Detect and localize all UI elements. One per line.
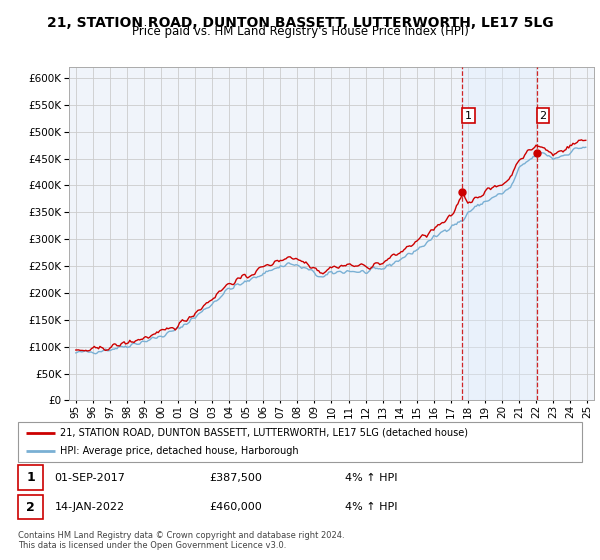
Text: 1: 1 [26,471,35,484]
Text: £460,000: £460,000 [210,502,263,512]
Text: Price paid vs. HM Land Registry's House Price Index (HPI): Price paid vs. HM Land Registry's House … [131,25,469,38]
Text: 14-JAN-2022: 14-JAN-2022 [55,502,125,512]
Bar [462,67,537,400]
Text: 01-SEP-2017: 01-SEP-2017 [55,473,125,483]
Text: 2: 2 [539,110,547,120]
Text: 4% ↑ HPI: 4% ↑ HPI [345,502,398,512]
Text: £387,500: £387,500 [210,473,263,483]
Text: 1: 1 [465,110,472,120]
Text: 4% ↑ HPI: 4% ↑ HPI [345,473,398,483]
Text: HPI: Average price, detached house, Harborough: HPI: Average price, detached house, Harb… [60,446,299,456]
Text: 21, STATION ROAD, DUNTON BASSETT, LUTTERWORTH, LE17 5LG (detached house): 21, STATION ROAD, DUNTON BASSETT, LUTTER… [60,428,469,437]
FancyBboxPatch shape [18,422,582,462]
Text: 21, STATION ROAD, DUNTON BASSETT, LUTTERWORTH, LE17 5LG: 21, STATION ROAD, DUNTON BASSETT, LUTTER… [47,16,553,30]
FancyBboxPatch shape [18,465,43,490]
Text: Contains HM Land Registry data © Crown copyright and database right 2024.
This d: Contains HM Land Registry data © Crown c… [18,531,344,550]
FancyBboxPatch shape [18,495,43,520]
Text: 2: 2 [26,501,35,514]
